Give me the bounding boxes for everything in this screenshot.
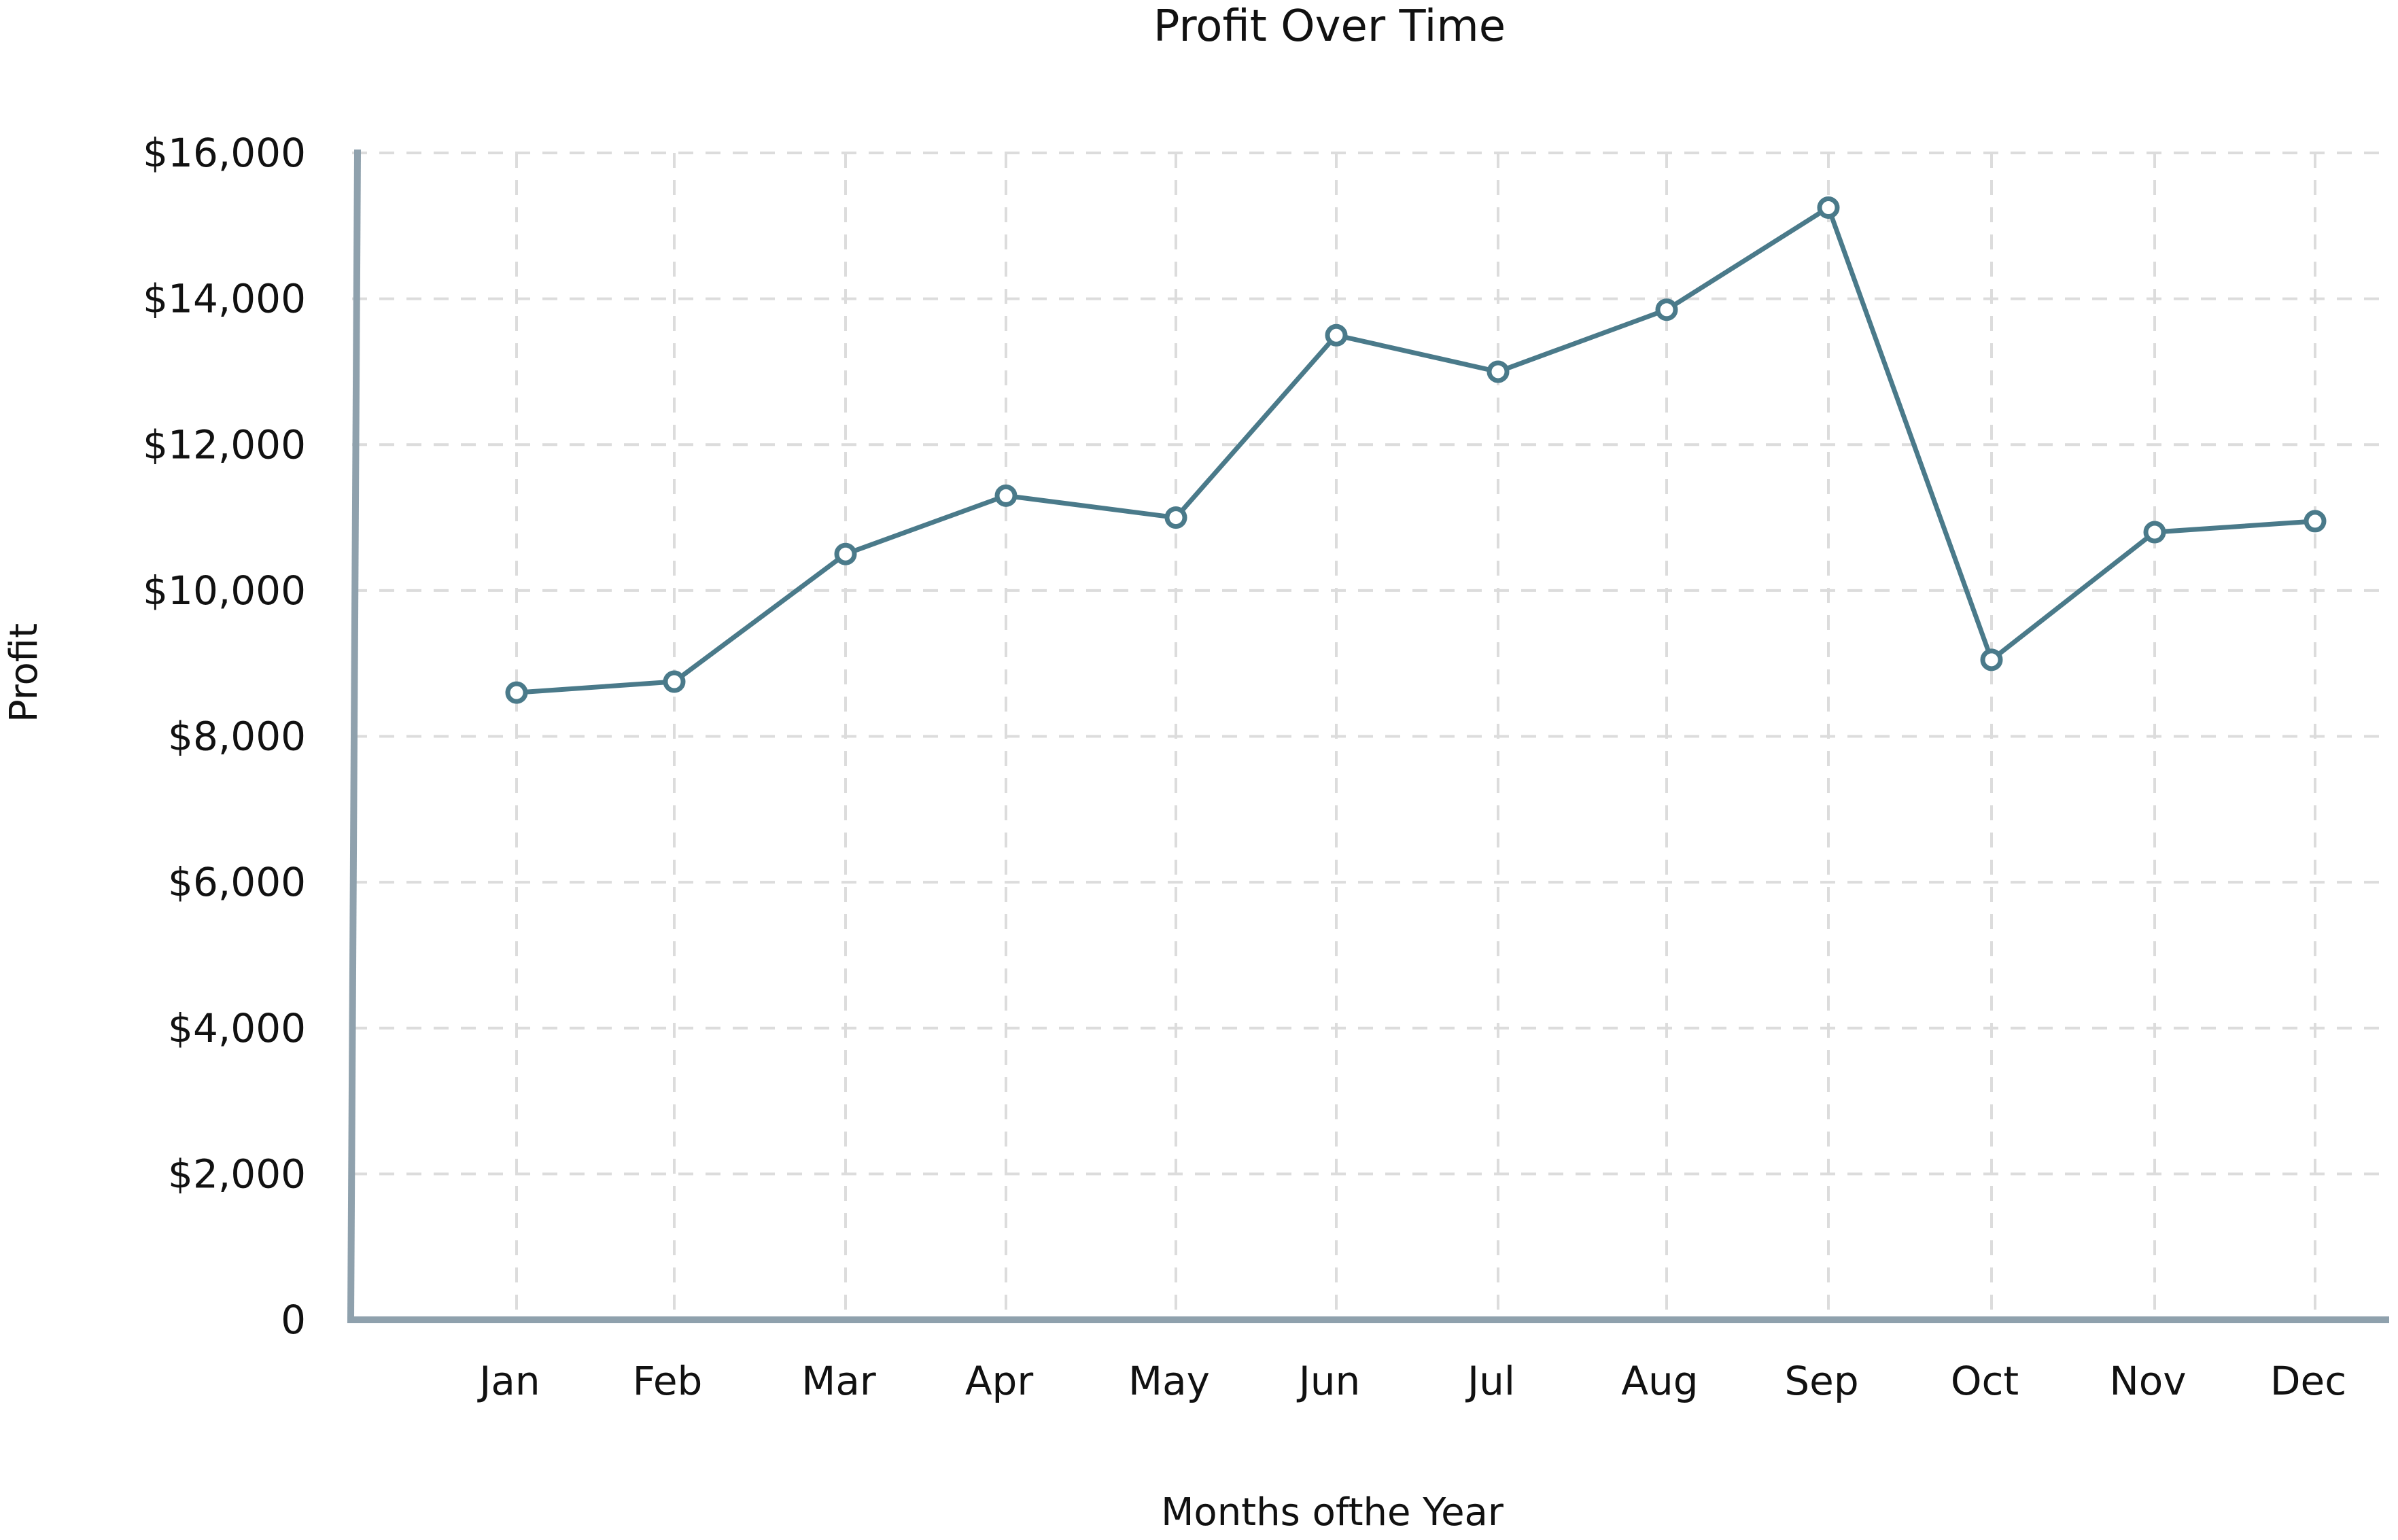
y-tick-label: $16,000 [143,130,306,176]
data-point [1980,648,2003,671]
grid-lines [352,152,2386,1320]
y-tick-label: $12,000 [143,421,306,468]
y-tick-label: $14,000 [143,276,306,322]
y-axis-label: Profit [2,623,46,722]
data-point [663,670,686,693]
x-tick-label: Nov [2109,1358,2186,1404]
x-tick-label: May [1128,1358,1210,1404]
chart-title: Profit Over Time [1153,1,1506,52]
x-tick-label: Mar [801,1358,876,1404]
series-line [514,205,2318,695]
x-tick-label: Jun [1297,1358,1361,1404]
x-tick-label: Dec [2270,1358,2346,1404]
y-tick-label: $2,000 [168,1151,306,1197]
x-tick-label: Oct [1951,1358,2019,1404]
x-tick-label: Jul [1465,1358,1515,1404]
x-axis-label: Months ofthe Year [1161,1490,1504,1535]
data-point [2304,510,2327,533]
y-tick-label: 0 [281,1297,306,1343]
tick-labels: 0 $2,000 $4,000 $6,000 $8,000 $10,000 $12,000 $… [143,130,2346,1404]
x-tick-label: Sep [1784,1358,1858,1404]
data-point [1487,360,1510,383]
data-point [505,681,528,704]
data-point [1817,196,1840,219]
data-point [1325,323,1348,347]
data-point [1655,298,1678,321]
data-point [1164,506,1187,529]
data-point [994,484,1018,507]
data-series [505,196,2327,704]
y-tick-label: $6,000 [168,859,306,905]
x-tick-label: Aug [1621,1358,1698,1404]
y-axis-line [347,149,362,1324]
y-tick-label: $10,000 [143,567,306,614]
x-tick-label: Feb [633,1358,703,1404]
y-tick-label: $8,000 [168,714,306,760]
y-tick-label: $4,000 [168,1005,306,1051]
data-point [834,542,857,565]
x-tick-label: Apr [965,1358,1033,1404]
data-point [2143,521,2166,544]
x-tick-label: Jan [477,1358,540,1404]
axes [347,149,2389,1324]
